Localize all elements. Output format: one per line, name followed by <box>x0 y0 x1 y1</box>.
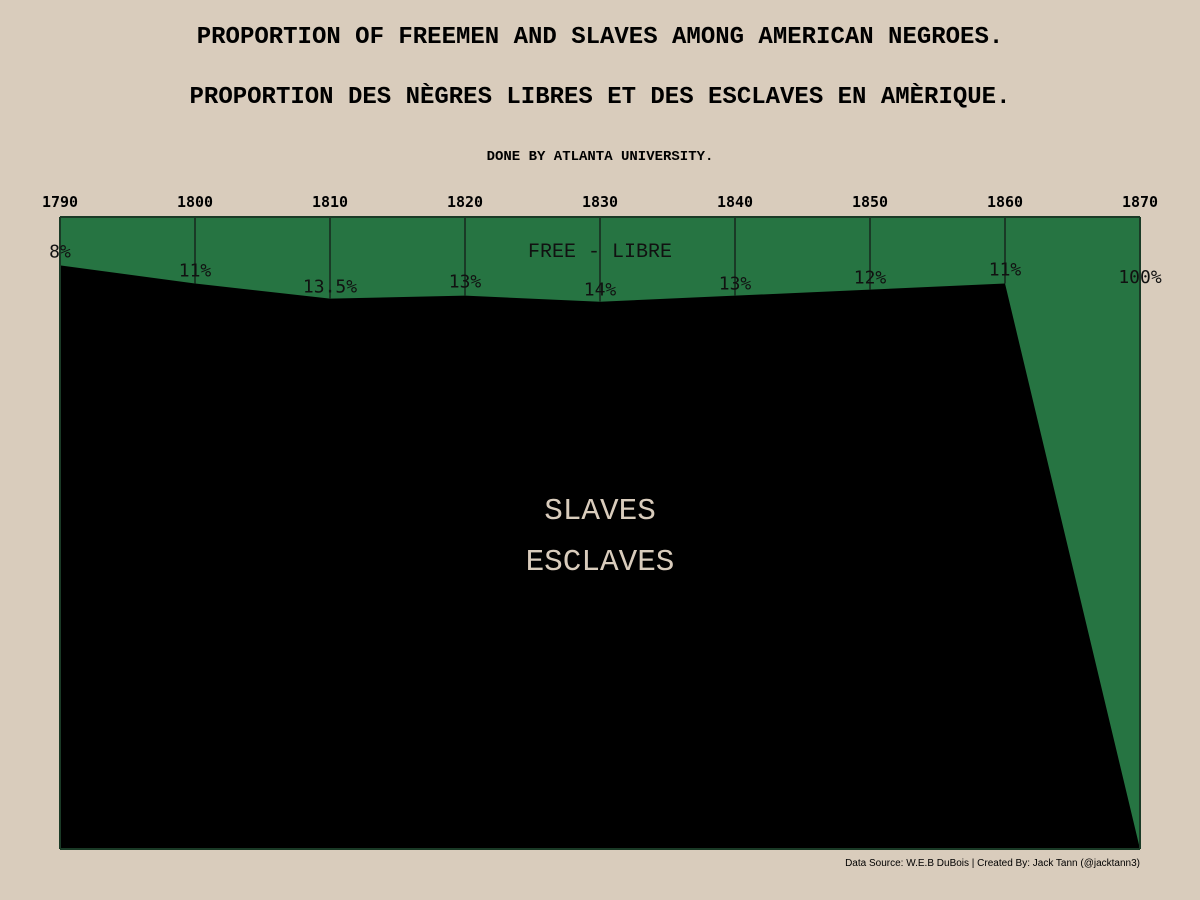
chart-title-french: PROPORTION DES NÈGRES LIBRES ET DES ESCL… <box>189 84 1011 111</box>
chart-areas <box>60 217 1140 849</box>
slaves-area <box>60 265 1140 849</box>
data-label: 14% <box>584 280 617 301</box>
x-tick-label: 1810 <box>312 193 348 211</box>
x-tick-label: 1820 <box>447 193 483 211</box>
x-tick-label: 1790 <box>42 193 78 211</box>
x-tick-label: 1850 <box>852 193 888 211</box>
data-source-credit: Data Source: W.E.B DuBois | Created By: … <box>845 858 1140 869</box>
data-label: 11% <box>989 260 1022 281</box>
chart-subtitle: DONE BY ATLANTA UNIVERSITY. <box>486 149 714 165</box>
data-label: 13% <box>449 272 482 293</box>
x-tick-label: 1800 <box>177 193 213 211</box>
x-tick-label: 1830 <box>582 193 618 211</box>
slave-series-label-en: SLAVES <box>544 494 656 529</box>
data-label: 11% <box>179 261 212 282</box>
data-label: 12% <box>854 268 887 289</box>
free-series-label: FREE - LIBRE <box>528 241 672 264</box>
data-label: 13.5% <box>303 277 357 298</box>
x-tick-label: 1870 <box>1122 193 1158 211</box>
data-label: 13% <box>719 274 752 295</box>
chart-gridlines <box>59 216 1141 850</box>
x-tick-label: 1840 <box>717 193 753 211</box>
x-axis: 1790 1800 1810 1820 1830 1840 1850 1860 1870 <box>42 193 1158 211</box>
chart-title: PROPORTION OF FREEMEN AND SLAVES AMONG A… <box>196 24 1004 51</box>
data-labels: 8% 11% 13.5% 13% 14% 13% 12% 11% 100% <box>49 241 1162 300</box>
x-tick-label: 1860 <box>987 193 1023 211</box>
slave-series-label-fr: ESCLAVES <box>526 545 675 580</box>
data-label: 8% <box>49 241 71 262</box>
data-label: 100% <box>1118 267 1162 288</box>
